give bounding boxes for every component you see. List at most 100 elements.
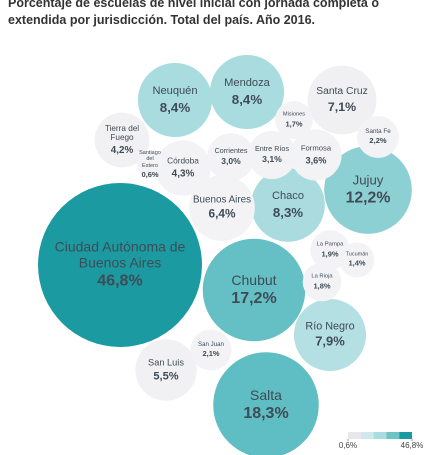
bubble-label: Neuquén 8,4%: [140, 85, 210, 115]
bubble-label: Santiago del Estero 0,6%: [138, 150, 162, 180]
bubble: [207, 133, 255, 181]
bubble-label: Formosa 3,6%: [292, 143, 341, 166]
value-label: 8,4%: [159, 99, 191, 115]
value-label: 6,4%: [208, 206, 236, 221]
value-label: 1,4%: [348, 258, 366, 268]
category-name: Buenos Aires: [192, 194, 252, 206]
legend-label: 0,6%: [338, 441, 358, 450]
bubble-label: Tucumán 1,4%: [340, 252, 373, 269]
category-name: San Luis: [148, 357, 184, 368]
category-name: La Pampa: [316, 241, 344, 248]
bubble-label: Salta 18,3%: [216, 387, 316, 423]
legend-swatch: [373, 432, 387, 439]
bubble: [155, 140, 211, 196]
category-name: Jujuy: [352, 172, 384, 188]
bubble-label: Chubut 17,2%: [205, 272, 302, 308]
bubble: [137, 152, 163, 178]
value-label: 4,2%: [110, 144, 134, 156]
bubble-label: Entre Ríos 3,1%: [249, 143, 295, 165]
bubble: [290, 129, 342, 181]
value-label: 2,1%: [202, 349, 220, 359]
bubble-label: Ciudad Autónoma de Buenos Aires 46,8%: [42, 239, 198, 292]
value-label: 2,2%: [369, 136, 387, 146]
bubble-label: Mendoza 8,4%: [212, 77, 282, 107]
category-name: Entre Ríos: [254, 143, 290, 153]
value-label: 7,9%: [315, 333, 345, 349]
bubble-label: Jujuy 12,2%: [326, 172, 409, 207]
category-name: Ciudad Autónoma de Buenos Aires: [54, 238, 186, 271]
legend-swatch: [360, 432, 374, 439]
category-name: Santa Cruz: [316, 85, 368, 97]
category-name: Santa Fe: [365, 128, 391, 136]
bubble: [357, 116, 399, 158]
legend-swatch: [399, 432, 412, 439]
bubble-label: La Rioja 1,8%: [304, 273, 341, 290]
value-label: 8,3%: [272, 204, 304, 220]
bubble: [189, 175, 255, 241]
category-name: Santiago del Estero: [139, 150, 161, 169]
bubble-label: Santa Fe 2,2%: [358, 128, 398, 146]
bubble-label: Corrientes 3,0%: [208, 147, 253, 167]
bubble: [202, 238, 306, 342]
legend-swatch: [348, 432, 361, 439]
bubble: [302, 262, 342, 302]
bubble-label: Chaco 8,3%: [253, 190, 323, 220]
value-label: 4,3%: [171, 168, 195, 180]
bubble: [213, 352, 319, 455]
category-name: Corrientes: [214, 146, 248, 155]
value-label: 1,9%: [321, 249, 339, 259]
bubble: [247, 130, 297, 180]
value-label: 3,0%: [221, 156, 241, 167]
category-name: Tierra del Fuego: [104, 123, 140, 143]
bubble-label: Córdoba 4,3%: [157, 155, 210, 180]
category-name: Misiones: [282, 111, 306, 118]
value-label: 1,8%: [313, 281, 331, 291]
bubble: [38, 183, 202, 347]
bubble-label: Misiones 1,7%: [276, 111, 312, 128]
bubble: [293, 298, 367, 372]
chart-title: Porcentaje de escuelas de nivel inicial …: [8, 0, 379, 27]
bubble-label: Buenos Aires 6,4%: [191, 195, 253, 222]
bubble: [135, 339, 197, 401]
value-label: 3,6%: [305, 155, 327, 166]
category-name: San Juan: [198, 341, 224, 349]
bubble-label: San Juan 2,1%: [192, 341, 231, 359]
bubble: [324, 146, 412, 234]
bubble: [339, 242, 375, 278]
value-label: 12,2%: [345, 189, 391, 207]
category-name: Tucumán: [345, 251, 369, 258]
value-label: 17,2%: [231, 289, 277, 307]
legend-label: 46,8%: [400, 441, 424, 450]
category-name: La Rioja: [311, 273, 333, 280]
value-label: 1,7%: [285, 118, 303, 128]
value-label: 46,8%: [97, 272, 143, 290]
bubble: [209, 54, 285, 130]
bubble-label: Santa Cruz 7,1%: [309, 86, 374, 114]
bubble-label: Tierra del Fuego 4,2%: [96, 124, 148, 156]
value-label: 8,4%: [231, 91, 263, 107]
bubble: [251, 168, 325, 242]
bubble: [275, 101, 313, 139]
category-name: Chaco: [272, 190, 304, 203]
category-name: Neuquén: [152, 84, 198, 97]
category-name: Chubut: [231, 271, 277, 288]
value-label: 7,1%: [327, 99, 357, 114]
category-name: Río Negro: [305, 320, 355, 333]
bubble: [307, 65, 377, 135]
legend-swatch: [386, 432, 400, 439]
bubble-label: San Luis 5,5%: [137, 357, 195, 382]
bubble-label: Río Negro 7,9%: [296, 320, 364, 349]
bubble-label: La Pampa 1,9%: [311, 241, 348, 258]
value-label: 5,5%: [153, 369, 179, 382]
category-name: Córdoba: [167, 155, 199, 166]
category-name: Salta: [250, 386, 282, 403]
category-name: Mendoza: [224, 76, 270, 89]
value-label: 3,1%: [262, 154, 282, 165]
value-label: 18,3%: [243, 404, 289, 422]
bubble: [190, 329, 232, 371]
value-label: 0,6%: [141, 170, 159, 180]
bubble: [137, 62, 213, 138]
category-name: Formosa: [300, 143, 332, 153]
